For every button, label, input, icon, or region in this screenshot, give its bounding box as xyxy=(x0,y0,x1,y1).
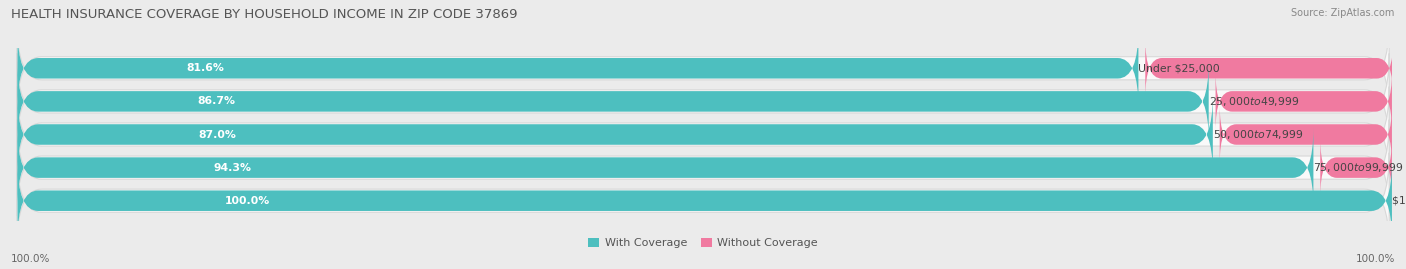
FancyBboxPatch shape xyxy=(17,95,1213,174)
FancyBboxPatch shape xyxy=(17,153,1389,249)
Text: 100.0%: 100.0% xyxy=(225,196,270,206)
Text: $25,000 to $49,999: $25,000 to $49,999 xyxy=(1209,95,1299,108)
Legend: With Coverage, Without Coverage: With Coverage, Without Coverage xyxy=(583,233,823,253)
FancyBboxPatch shape xyxy=(17,87,1389,182)
FancyBboxPatch shape xyxy=(1220,105,1392,164)
FancyBboxPatch shape xyxy=(1216,72,1392,131)
FancyBboxPatch shape xyxy=(17,20,1389,116)
Text: 94.3%: 94.3% xyxy=(214,162,252,173)
FancyBboxPatch shape xyxy=(17,120,1389,216)
FancyBboxPatch shape xyxy=(17,62,1209,141)
Text: 100.0%: 100.0% xyxy=(1355,254,1395,264)
Text: $50,000 to $74,999: $50,000 to $74,999 xyxy=(1213,128,1303,141)
FancyBboxPatch shape xyxy=(17,161,1392,240)
FancyBboxPatch shape xyxy=(17,53,1389,149)
Text: Source: ZipAtlas.com: Source: ZipAtlas.com xyxy=(1291,8,1395,18)
Text: HEALTH INSURANCE COVERAGE BY HOUSEHOLD INCOME IN ZIP CODE 37869: HEALTH INSURANCE COVERAGE BY HOUSEHOLD I… xyxy=(11,8,517,21)
Text: $75,000 to $99,999: $75,000 to $99,999 xyxy=(1313,161,1403,174)
Text: 86.7%: 86.7% xyxy=(197,96,235,107)
FancyBboxPatch shape xyxy=(17,29,1139,108)
FancyBboxPatch shape xyxy=(17,128,1313,207)
FancyBboxPatch shape xyxy=(1320,138,1392,197)
Text: Under $25,000: Under $25,000 xyxy=(1139,63,1220,73)
Text: $100,000 and over: $100,000 and over xyxy=(1392,196,1406,206)
Text: 87.0%: 87.0% xyxy=(198,129,236,140)
Text: 100.0%: 100.0% xyxy=(11,254,51,264)
Text: 81.6%: 81.6% xyxy=(187,63,225,73)
FancyBboxPatch shape xyxy=(1146,39,1393,98)
